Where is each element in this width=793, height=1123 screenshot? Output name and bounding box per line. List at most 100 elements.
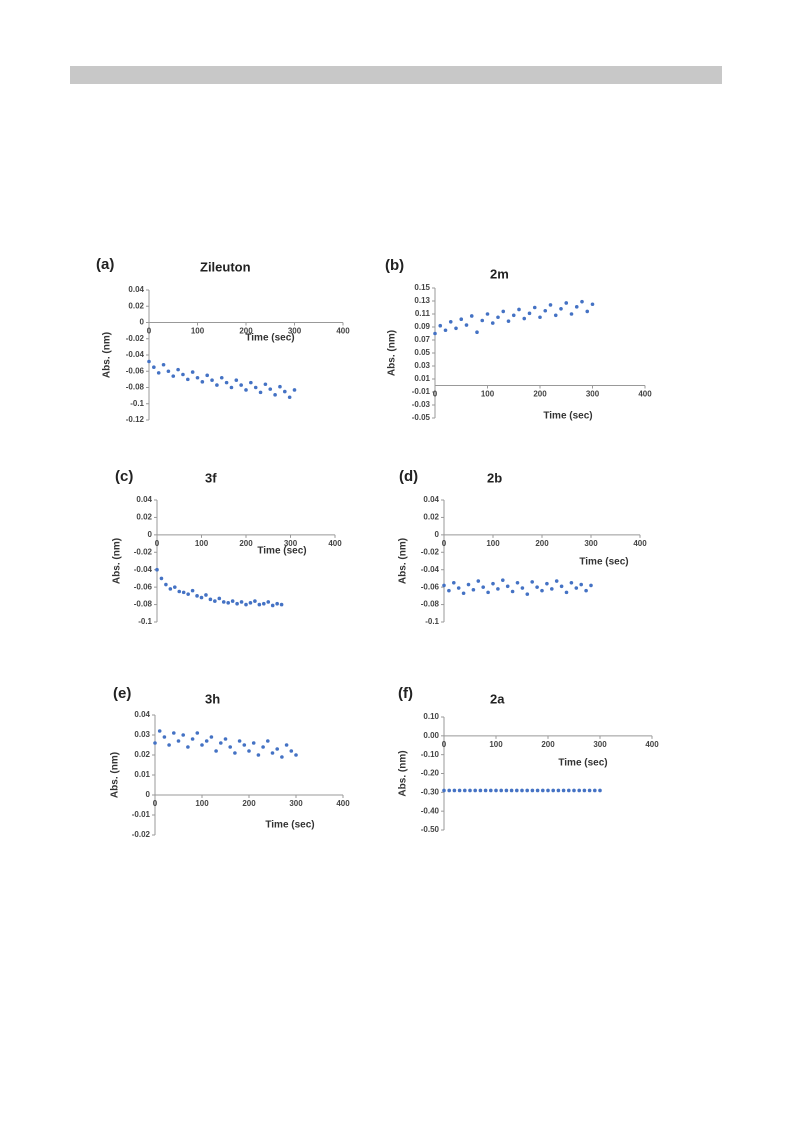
- chart-title: 2m: [490, 266, 509, 281]
- data-point: [195, 731, 200, 735]
- data-point: [468, 788, 472, 793]
- data-point: [234, 378, 239, 382]
- y-tick-label: -0.06: [126, 366, 145, 375]
- data-point: [540, 588, 544, 593]
- data-point: [186, 592, 190, 596]
- data-point: [489, 788, 493, 793]
- data-point: [520, 586, 525, 590]
- data-point: [266, 600, 271, 604]
- y-tick-label: 0: [140, 318, 145, 327]
- data-point: [223, 737, 228, 741]
- data-point: [190, 588, 195, 593]
- data-point: [168, 587, 173, 591]
- data-point: [186, 745, 190, 749]
- y-tick-label: -0.05: [412, 413, 431, 422]
- y-axis-label: Abs. (nm): [112, 538, 123, 584]
- data-point: [556, 788, 561, 793]
- data-point: [527, 311, 532, 316]
- data-point: [159, 576, 164, 581]
- data-point: [490, 321, 495, 325]
- data-point: [164, 582, 168, 587]
- data-point: [550, 587, 554, 591]
- data-point: [520, 788, 524, 793]
- chart-title: 3f: [205, 470, 217, 485]
- data-point: [171, 374, 176, 378]
- y-tick-label: 0.11: [415, 309, 431, 318]
- x-tick-label: 200: [239, 327, 253, 336]
- data-point: [249, 380, 253, 385]
- data-point: [442, 583, 446, 588]
- data-point: [469, 314, 474, 318]
- data-point: [261, 745, 265, 749]
- y-tick-label: -0.03: [412, 400, 431, 409]
- y-tick-label: 0.05: [414, 348, 430, 357]
- data-point: [525, 788, 529, 793]
- data-point: [452, 788, 457, 793]
- x-tick-label: 200: [239, 539, 253, 548]
- data-point: [208, 597, 213, 602]
- data-point: [459, 317, 464, 322]
- header-bar: [70, 66, 722, 84]
- data-point: [496, 315, 500, 320]
- y-tick-label: -0.1: [130, 399, 144, 408]
- data-point: [233, 751, 237, 755]
- data-point: [235, 601, 239, 606]
- x-tick-label: 400: [645, 740, 659, 749]
- data-point: [545, 581, 549, 586]
- data-point: [219, 741, 223, 745]
- y-tick-label: 0: [435, 530, 440, 539]
- x-tick-label: 200: [533, 390, 547, 399]
- y-axis-label: Abs. (nm): [398, 750, 409, 796]
- data-point: [162, 735, 167, 739]
- y-tick-label: -0.04: [421, 565, 440, 574]
- data-point: [515, 580, 520, 585]
- y-tick-label: -0.50: [421, 825, 440, 834]
- panel-label: (f): [398, 685, 413, 702]
- data-point: [239, 600, 244, 604]
- data-point: [217, 596, 222, 601]
- y-tick-label: -0.40: [421, 806, 440, 815]
- data-point: [239, 383, 243, 387]
- data-point: [476, 579, 481, 583]
- y-tick-label: 0: [146, 790, 151, 799]
- x-tick-label: 400: [336, 799, 350, 808]
- data-point: [461, 591, 466, 596]
- data-point: [457, 788, 462, 793]
- data-point: [224, 380, 229, 385]
- x-tick-label: 300: [593, 740, 607, 749]
- data-point: [567, 788, 571, 793]
- x-tick-label: 300: [584, 539, 598, 548]
- data-point: [522, 316, 527, 321]
- data-point: [486, 590, 490, 595]
- x-axis-label: Time (sec): [245, 333, 294, 344]
- data-point: [257, 602, 262, 607]
- data-point: [147, 359, 151, 364]
- data-point: [509, 788, 514, 793]
- data-point: [173, 585, 177, 589]
- data-point: [535, 788, 540, 793]
- x-tick-label: 0: [433, 390, 438, 399]
- data-point: [505, 584, 510, 589]
- chart-title: 3h: [205, 691, 220, 706]
- data-point: [219, 375, 224, 380]
- y-tick-label: 0.10: [423, 712, 439, 721]
- data-point: [247, 749, 251, 753]
- data-point: [215, 383, 219, 387]
- data-point: [548, 303, 553, 307]
- panel-label: (a): [96, 256, 114, 273]
- panel-label: (d): [399, 468, 418, 485]
- data-point: [209, 735, 214, 739]
- data-point: [266, 739, 270, 743]
- y-tick-label: 0.03: [134, 730, 150, 739]
- y-axis-label: Abs. (nm): [110, 752, 121, 798]
- x-tick-label: 0: [155, 539, 160, 548]
- chart-title: 2a: [490, 691, 505, 706]
- data-point: [244, 602, 248, 607]
- data-point: [525, 592, 530, 596]
- data-point: [190, 370, 195, 374]
- data-point: [485, 312, 490, 316]
- data-point: [452, 580, 456, 585]
- data-point: [553, 313, 558, 318]
- data-point: [510, 589, 515, 594]
